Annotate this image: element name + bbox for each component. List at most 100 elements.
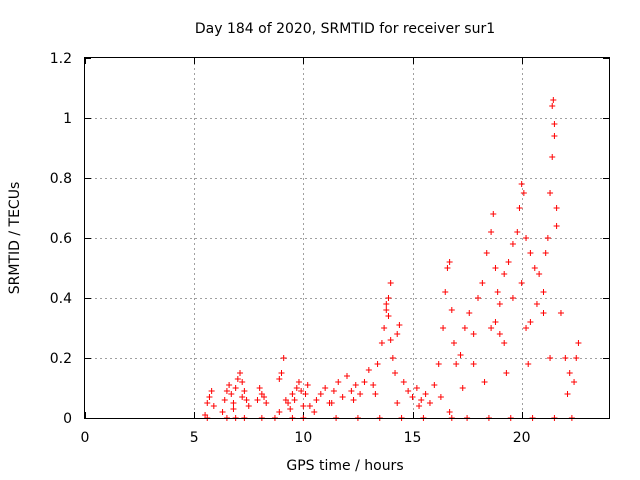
data-point — [383, 301, 390, 307]
data-point — [505, 259, 512, 265]
y-axis-label: SRMTID / TECUs — [7, 182, 23, 295]
data-point — [278, 370, 285, 376]
data-point — [483, 250, 490, 256]
data-point — [453, 361, 460, 367]
data-point — [514, 229, 521, 235]
data-point — [293, 385, 300, 391]
data-point — [435, 361, 442, 367]
data-point — [501, 340, 508, 346]
data-point — [387, 337, 394, 343]
data-point — [344, 373, 350, 379]
data-point — [365, 367, 372, 373]
data-point — [557, 310, 564, 316]
x-axis-label: GPS time / hours — [286, 458, 403, 474]
data-point — [263, 400, 270, 406]
data-point — [298, 388, 305, 394]
data-point — [385, 295, 392, 301]
data-point — [518, 280, 525, 286]
data-point — [527, 319, 534, 325]
data-point — [243, 397, 250, 403]
data-point — [230, 400, 237, 406]
data-point — [237, 370, 244, 376]
x-tick-label: 10 — [294, 430, 312, 446]
data-point — [531, 265, 538, 271]
data-point — [416, 403, 423, 409]
data-point — [239, 394, 246, 400]
data-point — [206, 394, 213, 400]
data-point — [230, 406, 237, 412]
data-point — [208, 388, 215, 394]
gridlines — [85, 58, 609, 418]
data-point — [509, 295, 516, 301]
data-point — [573, 355, 580, 361]
data-point — [348, 388, 355, 394]
data-point — [339, 394, 346, 400]
y-tick-label: 1 — [63, 111, 72, 127]
data-point — [394, 400, 401, 406]
data-point — [400, 379, 407, 385]
data-point — [204, 400, 211, 406]
data-point — [418, 397, 425, 403]
data-point — [470, 331, 477, 337]
data-point — [446, 409, 453, 415]
data-point — [396, 322, 403, 328]
data-point — [523, 235, 530, 241]
data-point — [357, 391, 364, 397]
y-tick-label: 0.4 — [50, 291, 72, 307]
data-point — [553, 223, 560, 229]
data-point — [392, 370, 399, 376]
data-point — [444, 265, 451, 271]
data-point — [518, 181, 525, 187]
data-point — [549, 103, 556, 109]
data-point — [256, 385, 263, 391]
data-point — [276, 376, 283, 382]
data-point — [328, 400, 335, 406]
data-point — [442, 289, 449, 295]
data-point — [470, 361, 477, 367]
data-point — [575, 340, 582, 346]
data-point — [287, 406, 294, 412]
data-point — [313, 397, 320, 403]
data-point — [311, 409, 318, 415]
data-point — [437, 394, 444, 400]
data-point — [372, 391, 379, 397]
data-point — [553, 205, 560, 211]
data-point — [228, 391, 235, 397]
data-point — [317, 391, 324, 397]
data-point — [571, 379, 578, 385]
x-tick-label: 5 — [190, 430, 199, 446]
data-point — [492, 265, 499, 271]
data-point — [426, 400, 433, 406]
data-point — [350, 397, 357, 403]
data-point — [549, 154, 556, 160]
data-point — [221, 397, 228, 403]
data-point — [488, 229, 495, 235]
data-point — [361, 379, 368, 385]
data-point — [450, 340, 457, 346]
data-point — [422, 391, 429, 397]
y-tick-label: 1.2 — [50, 51, 72, 67]
data-point — [245, 403, 252, 409]
data-point — [564, 391, 571, 397]
data-point — [210, 403, 217, 409]
data-point — [387, 280, 394, 286]
data-point — [516, 205, 523, 211]
data-point — [295, 379, 302, 385]
data-point — [352, 382, 359, 388]
data-point — [540, 310, 547, 316]
data-point — [479, 280, 486, 286]
data-point — [413, 385, 420, 391]
data-point — [551, 133, 558, 139]
data-point — [261, 394, 268, 400]
data-point — [547, 355, 554, 361]
data-point — [494, 289, 501, 295]
data-point — [461, 325, 468, 331]
data-point — [488, 325, 495, 331]
data-point — [239, 379, 246, 385]
data-point — [496, 301, 503, 307]
data-point — [304, 382, 311, 388]
data-point — [527, 250, 534, 256]
data-point — [547, 190, 554, 196]
data-point — [566, 370, 573, 376]
